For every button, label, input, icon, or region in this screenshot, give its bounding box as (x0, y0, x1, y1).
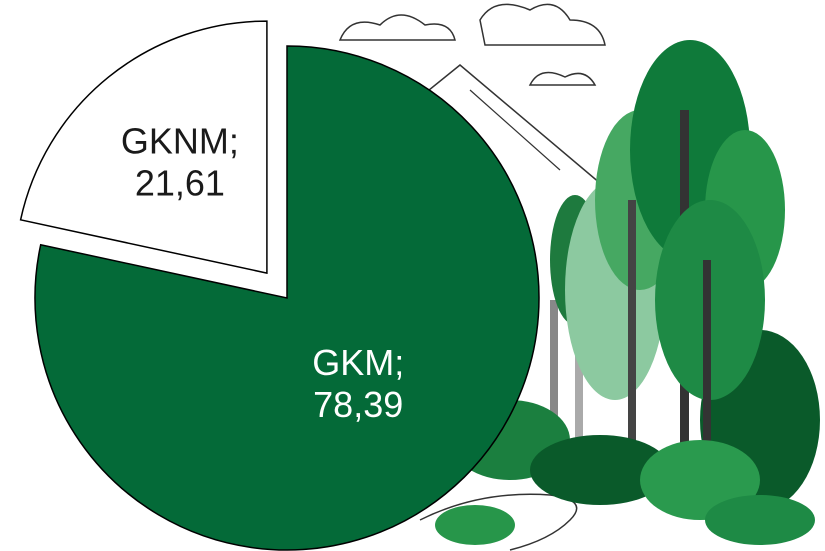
slice-category-label: GKNM; (121, 121, 239, 162)
slice-category-label: GKM; (312, 342, 404, 383)
background-illustration (329, 3, 820, 551)
slice-value-label: 21,61 (135, 163, 225, 204)
pie-slice (34, 45, 540, 551)
pie-slice (19, 20, 268, 275)
slice-value-label: 78,39 (313, 384, 403, 425)
pie: GKM;78,39 GKNM;21,61 (19, 20, 540, 551)
